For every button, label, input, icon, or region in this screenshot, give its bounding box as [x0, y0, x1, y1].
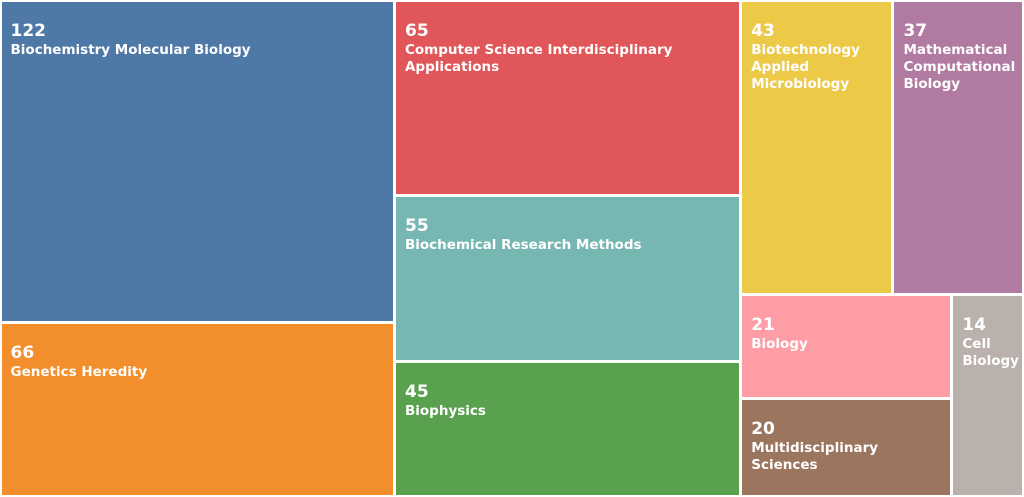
tile-biochemical-research-methods: 55 Biochemical Research Methods — [395, 197, 740, 360]
tile-label: Computer Science Interdisciplinary Appli… — [404, 41, 673, 75]
tile-biology: 21 Biology — [742, 296, 951, 397]
tile-genetics-heredity: 66 Genetics Heredity — [1, 324, 393, 496]
tile-multidisciplinary-sciences: 20 Multidisciplinary Sciences — [742, 399, 951, 496]
tile-value: 65 — [404, 20, 429, 41]
tile-label: Biophysics — [404, 402, 486, 419]
tile-value: 122 — [10, 20, 47, 41]
tile-label: Biochemistry Molecular Biology — [10, 41, 251, 58]
tile-label: Cell Biology — [962, 336, 1019, 370]
tile-value: 43 — [751, 20, 775, 41]
tile-label: Biotechnology Applied Microbiology — [751, 41, 860, 92]
tile-label: Genetics Heredity — [10, 364, 148, 381]
tile-label: Biochemical Research Methods — [404, 237, 642, 254]
tile-mathematical-computational-biology: 37 Mathematical Computational Biology — [894, 1, 1023, 294]
tile-label: Multidisciplinary Sciences — [751, 439, 879, 473]
tile-label: Mathematical Computational Biology — [903, 41, 1016, 92]
tile-value: 55 — [404, 216, 429, 237]
tile-biophysics: 45 Biophysics — [395, 362, 740, 496]
tile-value: 66 — [10, 343, 35, 364]
tile-value: 37 — [903, 20, 928, 41]
tile-value: 14 — [962, 315, 987, 336]
tile-value: 21 — [751, 315, 775, 336]
tile-biotechnology-applied-microbiology: 43 Biotechnology Applied Microbiology — [742, 1, 892, 294]
tile-cell-biology: 14 Cell Biology — [953, 296, 1023, 496]
tile-value: 45 — [404, 381, 429, 402]
tile-computer-science-interdisciplinary-applications: 65 Computer Science Interdisciplinary Ap… — [395, 1, 740, 195]
tile-value: 20 — [751, 418, 775, 439]
tile-biochemistry-molecular-biology: 122 Biochemistry Molecular Biology — [1, 1, 393, 322]
tile-label: Biology — [751, 336, 808, 353]
